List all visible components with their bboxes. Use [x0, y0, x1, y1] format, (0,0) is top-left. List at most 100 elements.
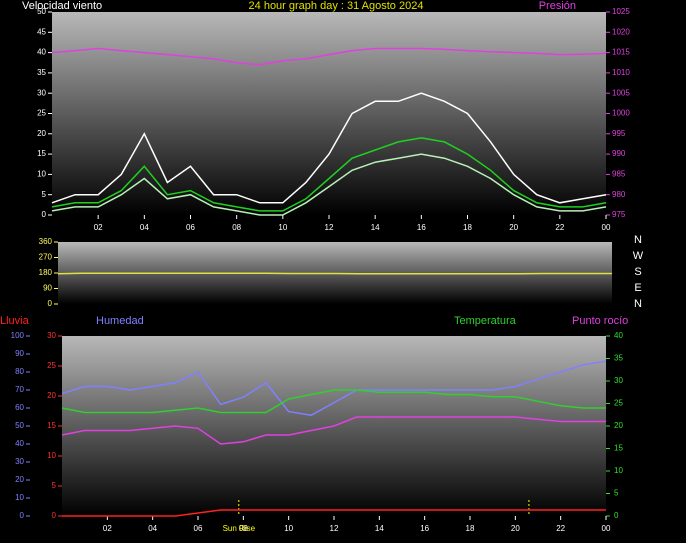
y2-tick-label: 35: [614, 354, 623, 363]
y-tick-label: 25: [37, 109, 46, 118]
x-tick-label: 00: [602, 223, 611, 232]
compass-label: N: [634, 234, 642, 246]
y2-tick-label: 40: [614, 331, 623, 340]
y2-tick-label: 995: [612, 129, 626, 138]
chart-title: 24 hour graph day : 31 Agosto 2024: [249, 0, 424, 12]
y3-tick-label: 40: [15, 439, 24, 448]
y3-tick-label: 100: [11, 331, 25, 340]
y-tick-label: 270: [39, 253, 53, 262]
y2-tick-label: 10: [614, 466, 623, 475]
y-tick-label: 30: [37, 88, 46, 97]
y-tick-label: 20: [47, 391, 56, 400]
x-tick-label: 12: [325, 223, 334, 232]
y2-tick-label: 1010: [612, 68, 630, 77]
x-tick-label: 12: [330, 524, 339, 533]
y-tick-label: 25: [47, 361, 56, 370]
series-line: [62, 509, 606, 517]
y2-tick-label: 0: [614, 511, 619, 520]
y2-tick-label: 1020: [612, 27, 630, 36]
y3-tick-label: 90: [15, 349, 24, 358]
y-axis-label: Velocidad viento: [22, 0, 102, 12]
y-tick-label: 5: [52, 481, 57, 490]
x-tick-label: 18: [463, 223, 472, 232]
series-line: [51, 153, 607, 216]
compass-label: W: [633, 250, 644, 262]
compass-label: S: [634, 266, 641, 278]
series-line: [51, 137, 607, 212]
y3-tick-label: 10: [15, 493, 24, 502]
y-tick-label: 15: [47, 421, 56, 430]
x-tick-label: 02: [94, 223, 103, 232]
y-tick-label: 0: [42, 210, 47, 219]
y-tick-label: 40: [37, 48, 46, 57]
series-line: [51, 47, 607, 66]
y-tick-label: 5: [42, 190, 47, 199]
y-tick-label: 0: [48, 299, 53, 308]
x-tick-label: 22: [555, 223, 564, 232]
y3-tick-label: 30: [15, 457, 24, 466]
compass-label: E: [634, 282, 641, 294]
series-line: [61, 416, 606, 445]
x-tick-label: 14: [371, 223, 380, 232]
x-tick-label: 14: [375, 524, 384, 533]
x-tick-label: 04: [148, 524, 157, 533]
y2-tick-label: 1025: [612, 7, 630, 16]
y3-tick-label: 20: [15, 475, 24, 484]
y2-tick-label: 1005: [612, 88, 630, 97]
y-tick-label: 180: [39, 268, 53, 277]
x-tick-label: 06: [194, 524, 203, 533]
series-line: [51, 92, 607, 204]
x-tick-label: 10: [284, 524, 293, 533]
y-tick-label: 30: [47, 331, 56, 340]
y2-tick-label: 990: [612, 149, 626, 158]
x-tick-label: 04: [140, 223, 149, 232]
series-line: [61, 389, 606, 414]
legend-entry: Lluvia: [0, 315, 30, 327]
series-line: [61, 360, 607, 416]
y3-tick-label: 60: [15, 403, 24, 412]
y-tick-label: 0: [52, 511, 57, 520]
y-tick-label: 50: [37, 7, 46, 16]
plot-area: [52, 12, 606, 215]
y2-tick-label: 1015: [612, 48, 630, 57]
y3-tick-label: 0: [20, 511, 25, 520]
x-tick-label: 18: [466, 524, 475, 533]
y3-tick-label: 50: [15, 421, 24, 430]
y2-tick-label: 30: [614, 376, 623, 385]
y3-tick-label: 80: [15, 367, 24, 376]
x-tick-label: 02: [103, 524, 112, 533]
legend-entry: Punto rocío: [572, 315, 628, 327]
x-tick-label: 10: [278, 223, 287, 232]
x-tick-label: 16: [417, 223, 426, 232]
y2-tick-label: 15: [614, 444, 623, 453]
x-tick-label: 08: [232, 223, 241, 232]
x-tick-label: 22: [556, 524, 565, 533]
legend-entry: Humedad: [96, 315, 144, 327]
legend-entry: Temperatura: [454, 315, 517, 327]
y2-tick-label: 25: [614, 399, 623, 408]
y2-tick-label: 5: [614, 489, 619, 498]
y-tick-label: 360: [39, 237, 53, 246]
y-tick-label: 10: [37, 170, 46, 179]
compass-label: N: [634, 298, 642, 310]
x-tick-label: 06: [186, 223, 195, 232]
y-tick-label: 10: [47, 451, 56, 460]
x-tick-label: 08: [239, 524, 248, 533]
x-tick-label: 00: [602, 524, 611, 533]
y-tick-label: 35: [37, 68, 46, 77]
y-tick-label: 15: [37, 149, 46, 158]
y2-tick-label: 975: [612, 210, 626, 219]
sun-marker-label: Sun Rise: [223, 524, 256, 533]
y-tick-label: 20: [37, 129, 46, 138]
y-tick-label: 90: [43, 284, 52, 293]
y2-tick-label: 1000: [612, 109, 630, 118]
y2-tick-label: 980: [612, 190, 626, 199]
x-tick-label: 20: [509, 223, 518, 232]
x-tick-label: 16: [420, 524, 429, 533]
x-tick-label: 20: [511, 524, 520, 533]
y-tick-label: 45: [37, 27, 46, 36]
y3-tick-label: 70: [15, 385, 24, 394]
y2-tick-label: 20: [614, 421, 623, 430]
y2-axis-label: Presión: [539, 0, 576, 12]
